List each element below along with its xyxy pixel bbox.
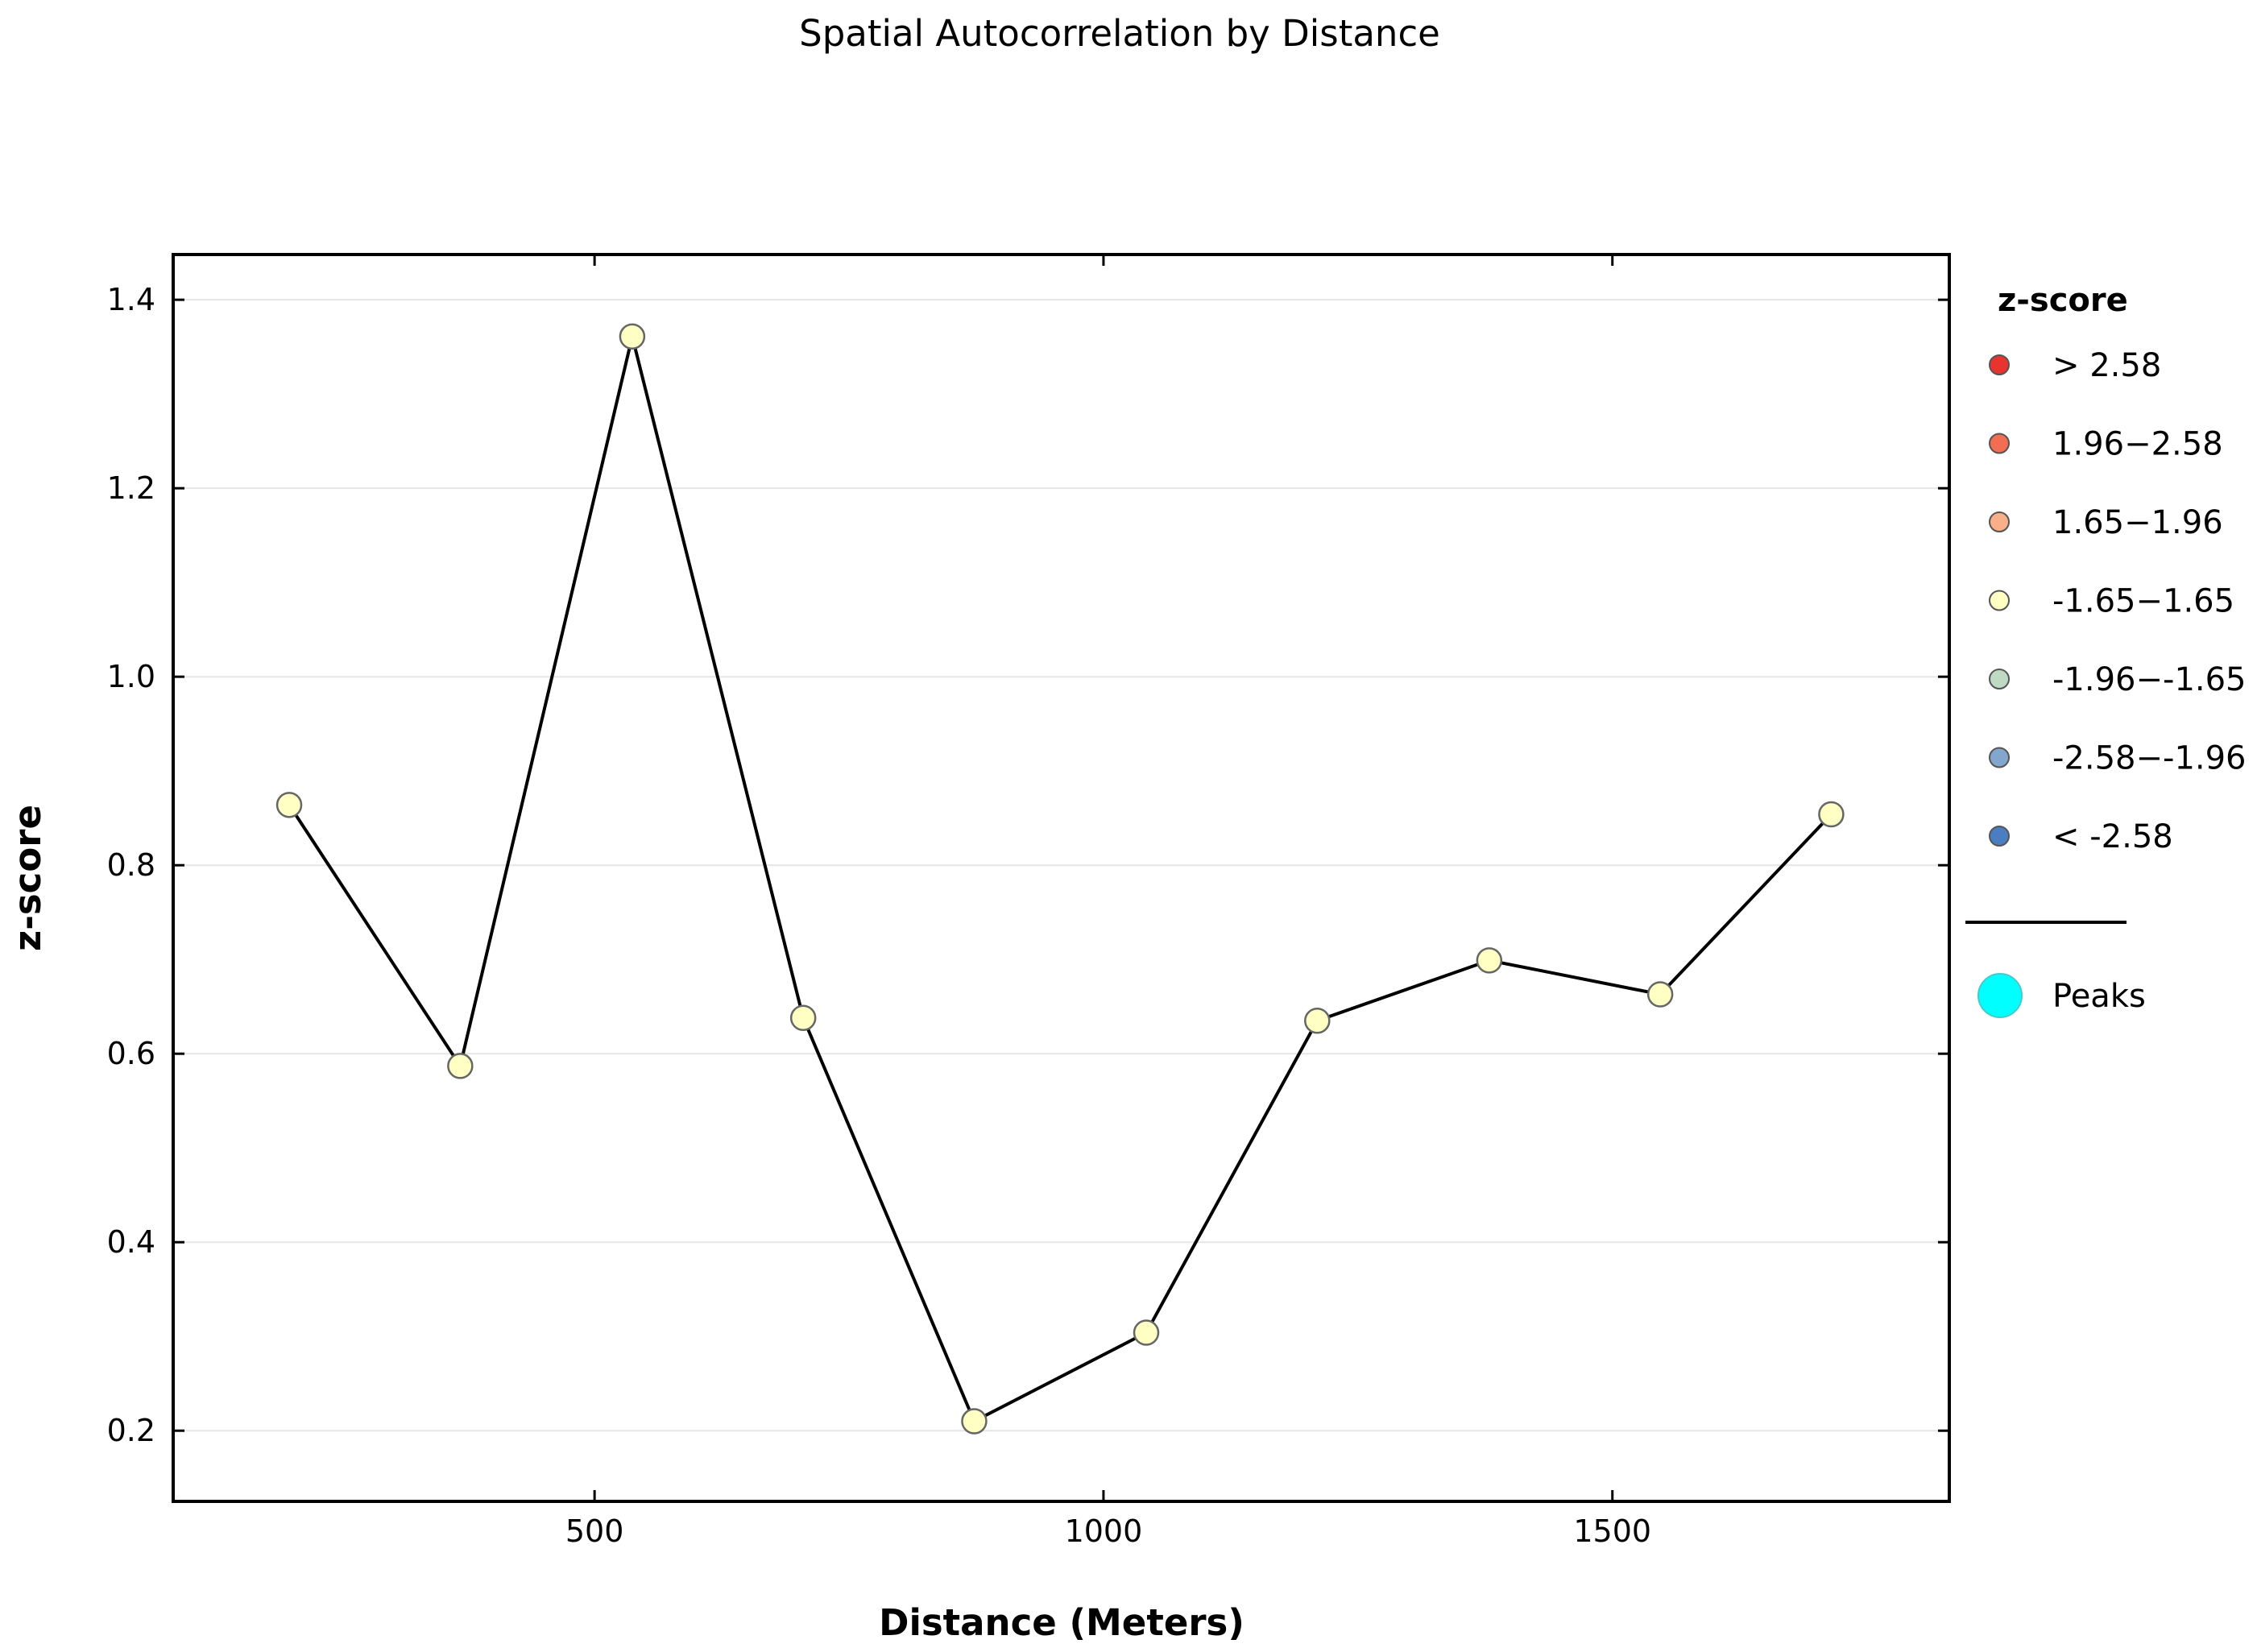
data-point [1818,801,1845,828]
data-point [1304,1008,1331,1034]
legend-marker [1989,590,2010,611]
legend-title: z-score [1998,282,2128,319]
data-point [961,1408,988,1435]
y-tick-label: 1.4 [107,282,155,317]
legend-items: > 2.58 1.96−2.58 1.65−1.96 -1.65−1.65 -1.96−… [1989,347,2247,855]
grid-lines [173,299,1949,1432]
legend-marker [1989,354,2010,375]
legend-label: -1.65−1.65 [2052,583,2234,620]
legend-marker [1989,747,2010,768]
series-polyline [288,336,1833,1424]
y-tick-label: 0.2 [107,1413,155,1448]
legend-label: -2.58−-1.96 [2052,740,2247,777]
x-tick-label: 1000 [1065,1513,1143,1549]
legend-label: 1.96−2.58 [2052,426,2223,463]
data-point [1646,981,1674,1008]
x-axis-label: Distance (Meters) [879,1601,1244,1644]
legend-peaks-label: Peaks [2052,978,2146,1015]
data-point [275,792,303,818]
data-point [447,1053,474,1079]
x-tick-label: 500 [565,1513,624,1549]
legend-label: < -2.58 [2052,818,2173,855]
plot-frame [172,253,1951,1503]
y-axis-label: z-score [6,805,49,951]
axis-ticks: 0.2 0.4 0.6 0.8 1.0 1.2 1.4 500 1000 1500 [107,255,1949,1549]
y-tick-label: 1.2 [107,470,155,506]
series-line [288,336,1833,1424]
x-tick-label: 1500 [1573,1513,1651,1549]
legend-peaks-marker [1977,973,2023,1018]
data-points [275,323,1845,1435]
legend-label: 1.65−1.96 [2052,504,2223,541]
legend-marker [1989,826,2010,847]
legend-marker [1989,433,2010,454]
legend-label: > 2.58 [2052,347,2161,384]
chart-title: Spatial Autocorrelation by Distance [799,12,1440,55]
legend: z-score > 2.58 1.96−2.58 1.65−1.96 -1.65−1.… [1965,282,2247,1018]
data-point [789,1004,817,1032]
y-tick-label: 0.8 [107,847,155,883]
legend-marker [1989,669,2010,689]
y-tick-label: 0.4 [107,1224,155,1260]
data-point [619,323,646,350]
data-point [1476,947,1503,974]
data-point [1133,1319,1160,1346]
y-tick-label: 0.6 [107,1036,155,1071]
legend-marker [1989,511,2010,532]
y-tick-label: 1.0 [107,659,155,694]
legend-label: -1.96−-1.65 [2052,661,2247,698]
